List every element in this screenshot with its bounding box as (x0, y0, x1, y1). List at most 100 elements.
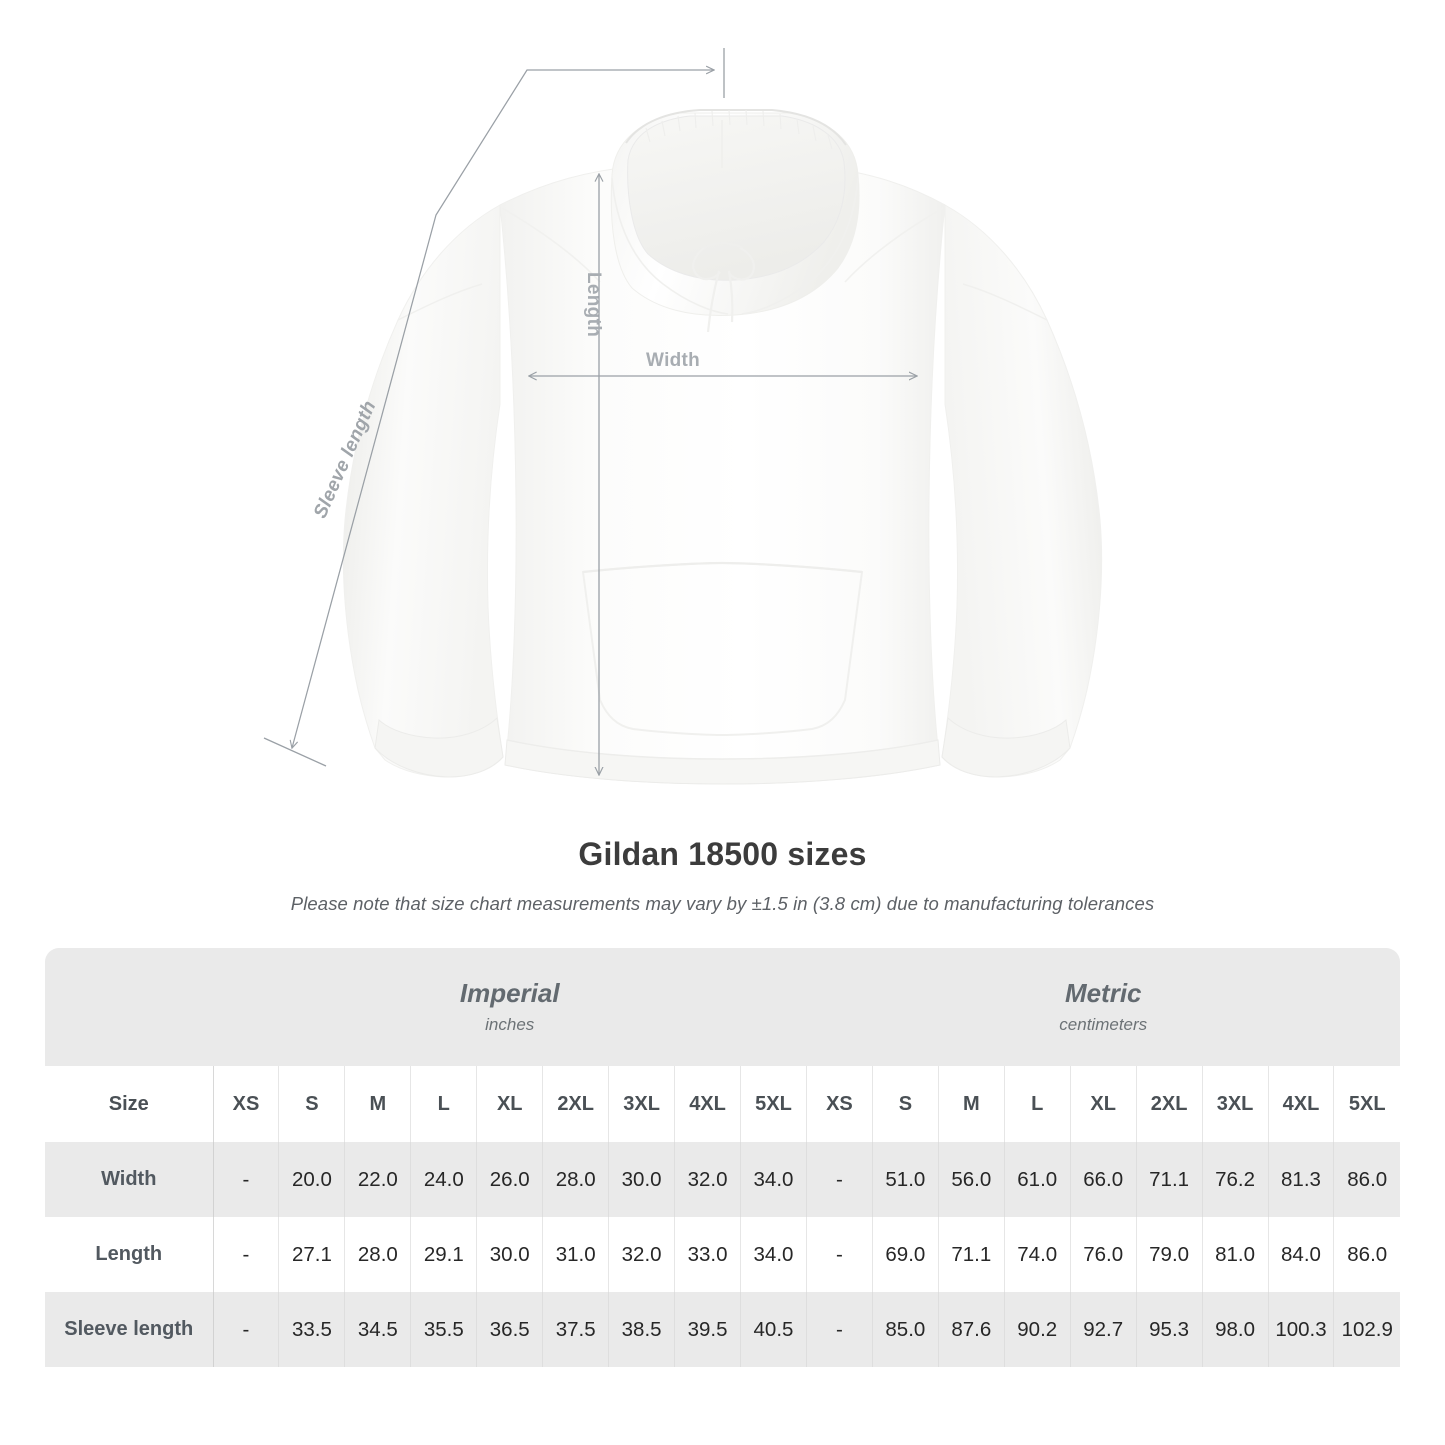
unit-sub-metric: centimeters (1059, 1014, 1148, 1034)
size-header-metric-s: S (872, 1066, 939, 1142)
size-header-metric-2xl: 2XL (1136, 1066, 1203, 1142)
cell-length-metric-l: 74.0 (1004, 1217, 1071, 1292)
cell-width-metric-xl: 66.0 (1070, 1142, 1137, 1217)
cell-sleeve-length-imperial-5xl: 40.5 (740, 1292, 807, 1367)
size-header-metric-4xl: 4XL (1268, 1066, 1335, 1142)
length-label: Length (583, 272, 604, 338)
cell-sleeve-length-imperial-xl: 36.5 (476, 1292, 544, 1367)
sleeve-start-tick (263, 737, 327, 767)
cell-width-imperial-s: 20.0 (278, 1142, 346, 1217)
cell-length-imperial-s: 27.1 (278, 1217, 346, 1292)
cell-sleeve-length-metric-5xl: 102.9 (1333, 1292, 1401, 1367)
cell-width-metric-s: 51.0 (872, 1142, 939, 1217)
size-header-imperial-l: L (410, 1066, 478, 1142)
unit-band-row: Imperial inches Metric centimeters (45, 948, 1401, 1066)
size-header-imperial-4xl: 4XL (674, 1066, 741, 1142)
size-header-imperial-m: M (344, 1066, 412, 1142)
table-row: Width -20.0 22.0 24.0 26.0 28.0 30.0 32.0 34.0-5… (45, 1142, 1401, 1217)
hoodie-body (342, 109, 1103, 785)
cell-width-imperial-2xl: 28.0 (542, 1142, 610, 1217)
measurement-lines (263, 48, 917, 775)
cell-sleeve-length-metric-l: 90.2 (1004, 1292, 1071, 1367)
cell-length-metric-5xl: 86.0 (1333, 1217, 1401, 1292)
cell-sleeve-length-metric-4xl: 100.3 (1268, 1292, 1335, 1367)
cell-length-imperial-3xl: 32.0 (608, 1217, 676, 1292)
cell-width-metric-2xl: 71.1 (1136, 1142, 1203, 1217)
cell-sleeve-length-imperial-2xl: 37.5 (542, 1292, 610, 1367)
cell-sleeve-length-metric-xs: - (806, 1292, 873, 1367)
cell-sleeve-length-imperial-4xl: 39.5 (674, 1292, 741, 1367)
unit-name-imperial: Imperial (459, 978, 560, 1009)
size-header-imperial-2xl: 2XL (542, 1066, 610, 1142)
row-label-length: Length (45, 1217, 214, 1292)
cell-sleeve-length-metric-3xl: 98.0 (1202, 1292, 1269, 1367)
unit-header-metric: Metric centimeters (806, 948, 1401, 1066)
size-header-metric-l: L (1004, 1066, 1071, 1142)
cell-width-metric-3xl: 76.2 (1202, 1142, 1269, 1217)
cell-width-metric-l: 61.0 (1004, 1142, 1071, 1217)
cell-length-imperial-xs: - (213, 1217, 280, 1292)
sleeve-dimension-line (292, 70, 714, 748)
cell-length-metric-4xl: 84.0 (1268, 1217, 1335, 1292)
cell-width-imperial-l: 24.0 (410, 1142, 478, 1217)
cell-sleeve-length-metric-2xl: 95.3 (1136, 1292, 1203, 1367)
cell-length-imperial-2xl: 31.0 (542, 1217, 610, 1292)
unit-band-spacer (45, 948, 213, 1066)
size-column-header: Size (45, 1066, 214, 1142)
cell-sleeve-length-metric-xl: 92.7 (1070, 1292, 1137, 1367)
row-label-sleeve-length: Sleeve length (45, 1292, 214, 1367)
table-row: Length -27.1 28.0 29.1 30.0 31.0 32.0 33.0 34.0-… (45, 1217, 1401, 1292)
cell-width-imperial-xl: 26.0 (476, 1142, 544, 1217)
size-header-metric-xs: XS (806, 1066, 873, 1142)
cell-length-imperial-xl: 30.0 (476, 1217, 544, 1292)
size-header-metric-5xl: 5XL (1333, 1066, 1401, 1142)
cell-width-imperial-3xl: 30.0 (608, 1142, 676, 1217)
size-header-imperial-s: S (278, 1066, 346, 1142)
chart-title-block: Gildan 18500 sizes Please note that size… (0, 836, 1445, 915)
cell-length-metric-m: 71.1 (938, 1217, 1005, 1292)
cell-length-imperial-4xl: 33.0 (674, 1217, 741, 1292)
unit-sub-imperial: inches (485, 1014, 535, 1034)
cell-width-imperial-5xl: 34.0 (740, 1142, 807, 1217)
cell-width-metric-m: 56.0 (938, 1142, 1005, 1217)
table-row: Sleeve length -33.5 34.5 35.5 36.5 37.5 38.5 39… (45, 1292, 1401, 1367)
size-chart-table: Imperial inches Metric centimeters Size XS S M L… (45, 948, 1401, 1367)
cell-width-metric-4xl: 81.3 (1268, 1142, 1335, 1217)
row-label-width: Width (45, 1142, 214, 1217)
size-chart-table-wrap: Imperial inches Metric centimeters Size XS S M L… (45, 948, 1401, 1367)
cell-sleeve-length-imperial-xs: - (213, 1292, 280, 1367)
cell-width-imperial-xs: - (213, 1142, 280, 1217)
cell-width-imperial-m: 22.0 (344, 1142, 412, 1217)
size-header-imperial-xs: XS (213, 1066, 280, 1142)
cell-width-imperial-4xl: 32.0 (674, 1142, 741, 1217)
size-header-metric-3xl: 3XL (1202, 1066, 1269, 1142)
cell-width-metric-xs: - (806, 1142, 873, 1217)
hoodie-illustration (263, 48, 1103, 785)
size-header-metric-xl: XL (1070, 1066, 1137, 1142)
cell-sleeve-length-metric-s: 85.0 (872, 1292, 939, 1367)
size-header-metric-m: M (938, 1066, 1005, 1142)
cell-length-imperial-l: 29.1 (410, 1217, 478, 1292)
cell-length-metric-3xl: 81.0 (1202, 1217, 1269, 1292)
page-title: Gildan 18500 sizes (578, 836, 867, 872)
cell-length-metric-2xl: 79.0 (1136, 1217, 1203, 1292)
width-label: Width (646, 350, 701, 371)
size-header-imperial-3xl: 3XL (608, 1066, 676, 1142)
garment-diagram: Length Width Sleeve length (263, 48, 1103, 785)
cell-sleeve-length-imperial-s: 33.5 (278, 1292, 346, 1367)
size-header-imperial-5xl: 5XL (740, 1066, 807, 1142)
cell-sleeve-length-imperial-l: 35.5 (410, 1292, 478, 1367)
tolerance-note: Please note that size chart measurements… (290, 893, 1155, 914)
unit-header-imperial: Imperial inches (213, 948, 807, 1066)
cell-length-metric-xl: 76.0 (1070, 1217, 1137, 1292)
cell-sleeve-length-metric-m: 87.6 (938, 1292, 1005, 1367)
cell-length-imperial-m: 28.0 (344, 1217, 412, 1292)
cell-sleeve-length-imperial-3xl: 38.5 (608, 1292, 676, 1367)
cell-length-metric-xs: - (806, 1217, 873, 1292)
cell-length-metric-s: 69.0 (872, 1217, 939, 1292)
size-header-row: Size XS S M L XL 2XL 3XL 4XL 5XL XS S M L XL 2XL 3XL 4XL 5… (45, 1066, 1401, 1142)
cell-length-imperial-5xl: 34.0 (740, 1217, 807, 1292)
cell-sleeve-length-imperial-m: 34.5 (344, 1292, 412, 1367)
size-header-imperial-xl: XL (476, 1066, 544, 1142)
unit-name-metric: Metric (1064, 978, 1142, 1009)
